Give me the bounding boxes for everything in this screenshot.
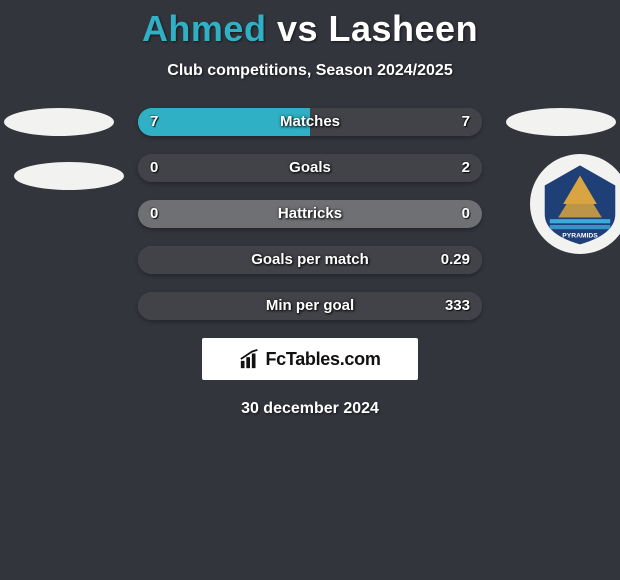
player1-name: Ahmed xyxy=(142,8,267,49)
player1-badge-ellipse-2 xyxy=(14,162,124,190)
watermark-text: FcTables.com xyxy=(265,349,380,370)
stat-row: 02Goals xyxy=(138,154,482,182)
player2-name: Lasheen xyxy=(329,8,479,49)
stat-row: 77Matches xyxy=(138,108,482,136)
pyramids-logo-icon: PYRAMIDS xyxy=(538,162,620,246)
stat-row: 00Hattricks xyxy=(138,200,482,228)
player2-badge-ellipse xyxy=(506,108,616,136)
stat-label: Goals per match xyxy=(138,246,482,274)
watermark: FcTables.com xyxy=(202,338,418,380)
comparison-title: Ahmed vs Lasheen xyxy=(0,0,620,50)
svg-text:PYRAMIDS: PYRAMIDS xyxy=(562,233,598,240)
stat-rows: 77Matches 02Goals 00Hattricks 0.29Goals per… xyxy=(0,108,620,320)
player2-club-badge: PYRAMIDS xyxy=(530,154,620,254)
stat-row: 333Min per goal xyxy=(138,292,482,320)
stat-label: Matches xyxy=(138,108,482,136)
subtitle: Club competitions, Season 2024/2025 xyxy=(0,62,620,80)
stat-label: Hattricks xyxy=(138,200,482,228)
player1-badge-ellipse xyxy=(4,108,114,136)
snapshot-date: 30 december 2024 xyxy=(0,400,620,418)
stat-label: Min per goal xyxy=(138,292,482,320)
bar-chart-icon xyxy=(239,348,261,370)
comparison-chart: PYRAMIDS 77Matches 02Goals 00Hattricks 0.29… xyxy=(0,108,620,320)
stat-label: Goals xyxy=(138,154,482,182)
stat-row: 0.29Goals per match xyxy=(138,246,482,274)
vs-separator: vs xyxy=(266,8,328,49)
